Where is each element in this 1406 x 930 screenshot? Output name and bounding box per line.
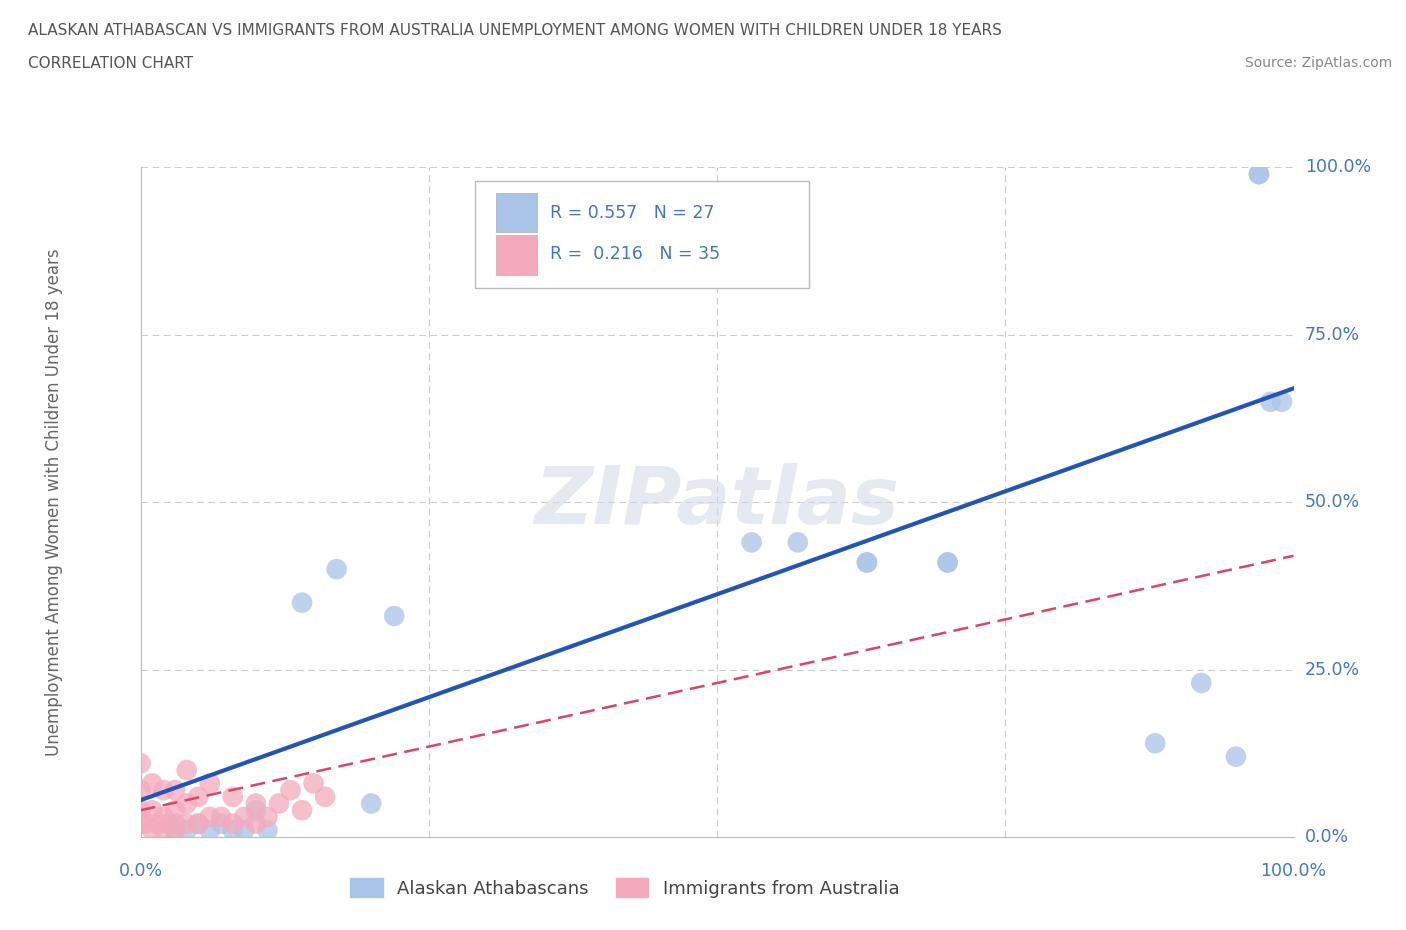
Point [129, 783, 152, 798]
Text: 50.0%: 50.0% [1305, 493, 1360, 512]
Point [187, 790, 209, 804]
Point [222, 817, 245, 831]
Point [152, 809, 174, 824]
Point [256, 809, 278, 824]
Point [141, 803, 163, 817]
Point [291, 595, 314, 610]
Point [1189, 675, 1212, 690]
Text: R =  0.216   N = 35: R = 0.216 N = 35 [550, 246, 720, 263]
Point [176, 763, 198, 777]
Point [198, 776, 221, 790]
Point [936, 555, 959, 570]
Point [233, 809, 256, 824]
Point [146, 817, 169, 831]
Point [165, 823, 187, 838]
Point [245, 817, 267, 831]
Text: 75.0%: 75.0% [1305, 326, 1360, 344]
Point [325, 562, 347, 577]
Text: 0.0%: 0.0% [118, 862, 163, 880]
Point [314, 790, 336, 804]
FancyBboxPatch shape [496, 193, 537, 232]
Text: 100.0%: 100.0% [1305, 158, 1371, 177]
Point [141, 823, 163, 838]
Point [222, 790, 245, 804]
Text: ZIPatlas: ZIPatlas [534, 463, 900, 541]
Point [209, 817, 232, 831]
Point [245, 796, 267, 811]
Text: ALASKAN ATHABASCAN VS IMMIGRANTS FROM AUSTRALIA UNEMPLOYMENT AMONG WOMEN WITH CH: ALASKAN ATHABASCAN VS IMMIGRANTS FROM AU… [28, 23, 1002, 38]
Point [302, 776, 325, 790]
Text: Source: ZipAtlas.com: Source: ZipAtlas.com [1244, 56, 1392, 70]
Point [187, 817, 209, 831]
Point [786, 535, 808, 550]
Point [152, 783, 174, 798]
Text: 100.0%: 100.0% [1260, 862, 1327, 880]
Text: CORRELATION CHART: CORRELATION CHART [28, 56, 193, 71]
FancyBboxPatch shape [496, 235, 537, 274]
Point [245, 803, 267, 817]
Point [165, 803, 187, 817]
Point [176, 796, 198, 811]
Point [187, 817, 209, 831]
Point [198, 809, 221, 824]
Point [165, 817, 187, 831]
Point [1247, 166, 1270, 181]
Point [382, 608, 405, 623]
Point [1247, 166, 1270, 181]
Point [159, 817, 180, 831]
Point [141, 776, 163, 790]
Text: 0.0%: 0.0% [1305, 828, 1348, 846]
Point [222, 823, 245, 838]
Point [291, 803, 314, 817]
Point [856, 555, 879, 570]
Point [741, 535, 763, 550]
Point [267, 796, 290, 811]
Point [129, 817, 152, 831]
Point [1225, 750, 1247, 764]
Point [1144, 736, 1167, 751]
Point [129, 803, 152, 817]
Point [1271, 394, 1294, 409]
Point [165, 783, 187, 798]
Point [176, 817, 198, 831]
Point [360, 796, 382, 811]
Legend: Alaskan Athabascans, Immigrants from Australia: Alaskan Athabascans, Immigrants from Aus… [343, 871, 907, 905]
Point [209, 809, 232, 824]
Point [936, 555, 959, 570]
Point [280, 783, 302, 798]
Point [1260, 394, 1282, 409]
Text: Unemployment Among Women with Children Under 18 years: Unemployment Among Women with Children U… [45, 248, 63, 756]
Point [152, 823, 174, 838]
Text: 25.0%: 25.0% [1305, 660, 1360, 679]
Text: R = 0.557   N = 27: R = 0.557 N = 27 [550, 204, 714, 222]
Point [256, 823, 278, 838]
Point [233, 823, 256, 838]
FancyBboxPatch shape [475, 180, 810, 288]
Point [165, 823, 187, 838]
Point [135, 817, 157, 831]
Point [176, 823, 198, 838]
Point [198, 823, 221, 838]
Point [129, 756, 152, 771]
Point [856, 555, 879, 570]
